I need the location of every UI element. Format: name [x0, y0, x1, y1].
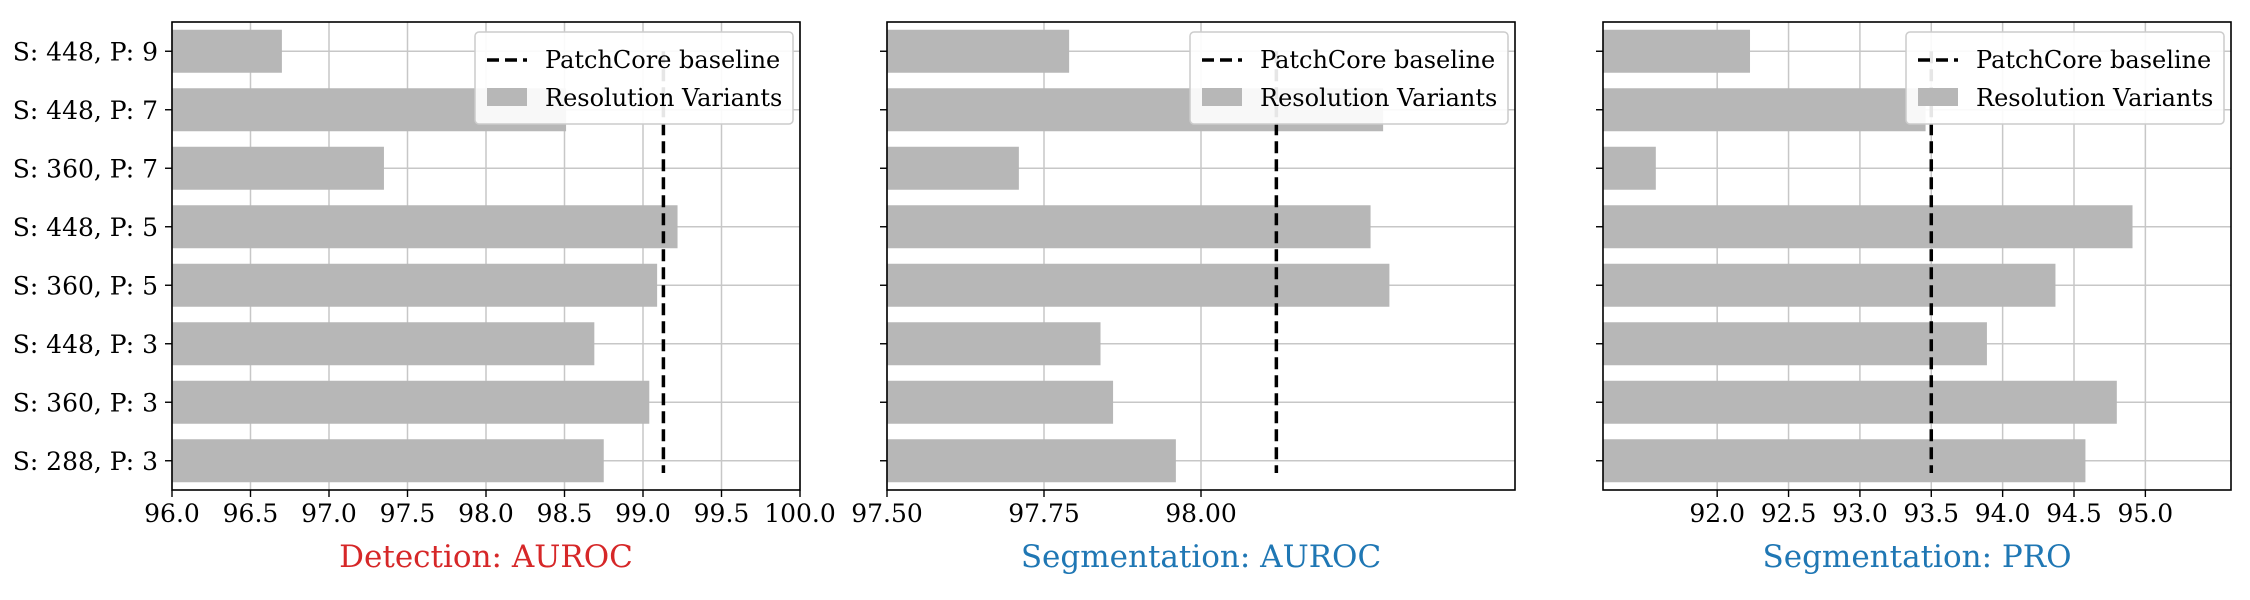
- bar: [1603, 322, 1987, 366]
- chart-panel-3: 92.0 92.5 93.0 93.5 94.0 94.5 95.0 Segmentation…: [1596, 21, 2232, 575]
- x-tick-label: 98.00: [1165, 499, 1237, 528]
- y-tick-label: S: 360, P: 7: [13, 154, 158, 183]
- x-tick-label: 92.0: [1689, 499, 1745, 528]
- legend-box: [1189, 31, 1509, 125]
- bar: [172, 263, 658, 307]
- bar: [1603, 380, 2117, 424]
- y-tick-label: S: 448, P: 7: [13, 96, 158, 125]
- x-tick-label: 96.0: [144, 499, 200, 528]
- bar: [1603, 29, 1751, 73]
- y-tick-label: S: 360, P: 5: [13, 271, 158, 300]
- bar: [172, 380, 650, 424]
- legend-variants-label: Resolution Variants: [545, 84, 782, 112]
- x-tick-label: 98.0: [458, 499, 514, 528]
- chart-panel-2: 97.50 97.75 98.00 Segmentation: AUROC PatchC…: [851, 21, 1516, 575]
- x-tick-label: 92.5: [1761, 499, 1817, 528]
- axes-frame: [1602, 21, 2232, 491]
- chart-title: Detection: AUROC: [339, 539, 633, 575]
- bar: [1603, 146, 1656, 190]
- x-tick-label: 100.0: [764, 499, 836, 528]
- legend-variants-label: Resolution Variants: [1260, 84, 1497, 112]
- legend-baseline-label: PatchCore baseline: [1976, 46, 2211, 74]
- bar: [887, 146, 1019, 190]
- x-tick-label: 99.0: [615, 499, 671, 528]
- bar: [172, 205, 678, 249]
- x-tick-label: 97.50: [851, 499, 923, 528]
- legend-box: [474, 31, 794, 125]
- legend-baseline-label: PatchCore baseline: [1260, 46, 1495, 74]
- y-tick-label: S: 448, P: 9: [13, 37, 158, 66]
- legend-baseline-label: PatchCore baseline: [545, 46, 780, 74]
- bar: [887, 322, 1101, 366]
- legend-variants-label: Resolution Variants: [1976, 84, 2213, 112]
- chart-title: Segmentation: PRO: [1763, 539, 2072, 575]
- y-tick-label: S: 448, P: 3: [13, 330, 158, 359]
- bar: [172, 322, 595, 366]
- bar: [887, 205, 1371, 249]
- x-tick-label: 99.5: [694, 499, 750, 528]
- y-tick-label: S: 448, P: 5: [13, 213, 158, 242]
- bar: [172, 439, 604, 483]
- y-tick-label: S: 360, P: 3: [13, 388, 158, 417]
- chart-title: Segmentation: AUROC: [1021, 539, 1381, 575]
- x-tick-label: 97.0: [301, 499, 357, 528]
- legend-variants-swatch: [1202, 88, 1242, 106]
- bar: [887, 439, 1176, 483]
- bar: [172, 146, 384, 190]
- chart-panel-1: 96.0 96.5 97.0 97.5 98.0 98.5 99.0 99.5 100.0 S: …: [13, 21, 836, 575]
- bar: [1603, 263, 2056, 307]
- bar: [1603, 439, 2086, 483]
- bar: [172, 29, 282, 73]
- legend: PatchCore baseline Resolution Variants: [1905, 31, 2225, 125]
- x-tick-label: 94.5: [2046, 499, 2102, 528]
- legend-box: [1905, 31, 2225, 125]
- x-tick-label: 96.5: [223, 499, 279, 528]
- x-tick-label: 97.5: [380, 499, 436, 528]
- bar: [887, 29, 1070, 73]
- legend-variants-swatch: [487, 88, 527, 106]
- bar: [1603, 205, 2133, 249]
- x-tick-label: 94.0: [1975, 499, 2031, 528]
- x-tick-label: 93.5: [1903, 499, 1959, 528]
- legend: PatchCore baseline Resolution Variants: [1189, 31, 1509, 125]
- bar: [887, 263, 1390, 307]
- legend: PatchCore baseline Resolution Variants: [474, 31, 794, 125]
- x-tick-label: 95.0: [2118, 499, 2174, 528]
- x-tick-label: 98.5: [537, 499, 593, 528]
- legend-variants-swatch: [1918, 88, 1958, 106]
- x-tick-label: 97.75: [1008, 499, 1080, 528]
- x-tick-label: 93.0: [1832, 499, 1888, 528]
- bar: [887, 380, 1114, 424]
- y-tick-label: S: 288, P: 3: [13, 447, 158, 476]
- bar: [1603, 88, 1926, 132]
